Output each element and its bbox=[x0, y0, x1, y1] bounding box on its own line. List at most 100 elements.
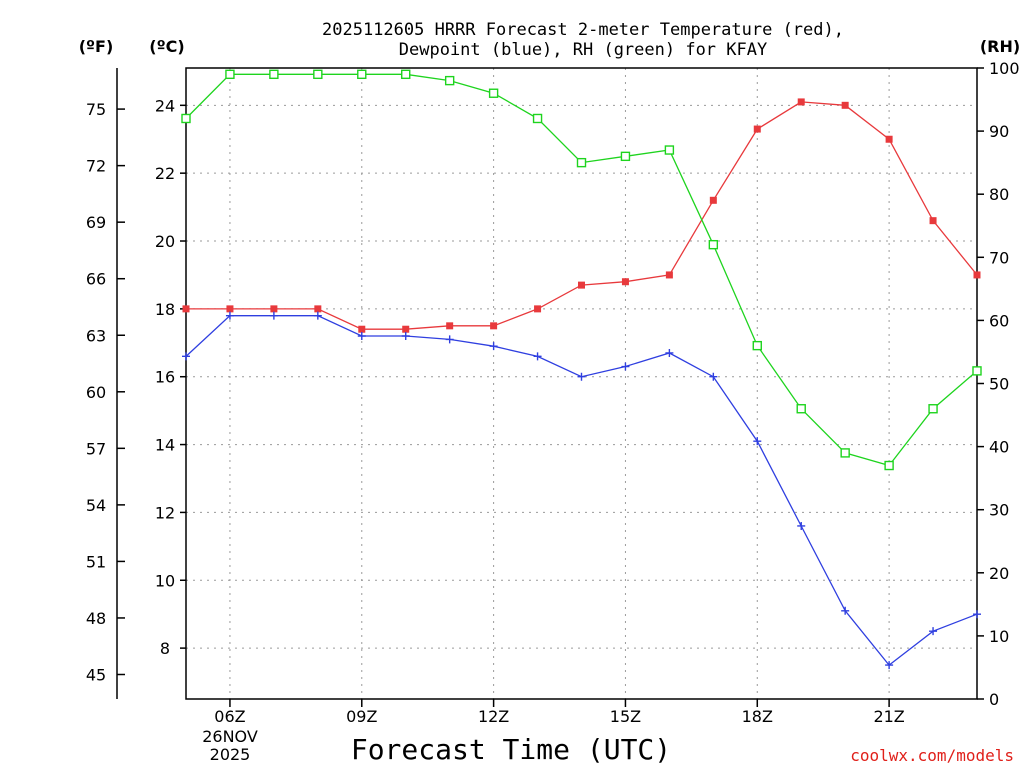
rh-tick-label: 60 bbox=[989, 311, 1009, 330]
x-axis-label: Forecast Time (UTC) bbox=[351, 733, 671, 766]
date-label-year: 2025 bbox=[210, 745, 251, 764]
rh-tick-label: 70 bbox=[989, 248, 1009, 267]
data-series bbox=[181, 69, 982, 670]
temperature-series-line bbox=[186, 101, 978, 330]
dewpoint-point bbox=[489, 342, 498, 351]
chart-title: 2025112605 HRRR Forecast 2-meter Tempera… bbox=[322, 20, 844, 40]
fahrenheit-tick-label: 57 bbox=[86, 439, 106, 458]
x-tick-label: 12Z bbox=[478, 707, 509, 726]
fahrenheit-tick-label: 66 bbox=[86, 270, 106, 289]
dewpoint-point bbox=[577, 372, 586, 381]
rh-tick-label: 40 bbox=[989, 438, 1009, 457]
temperature-point bbox=[402, 325, 410, 333]
dewpoint-series-line bbox=[185, 315, 978, 667]
temperature-point bbox=[665, 271, 673, 279]
fahrenheit-tick-label: 48 bbox=[86, 609, 106, 628]
dewpoint-point bbox=[665, 348, 674, 357]
fahrenheit-tick-label: 60 bbox=[86, 383, 106, 402]
rh-tick-label: 100 bbox=[989, 59, 1020, 78]
celsius-tick-label: 14 bbox=[155, 436, 175, 455]
rh-point bbox=[840, 448, 850, 458]
fahrenheit-tick-label: 54 bbox=[86, 496, 106, 515]
temperature-point bbox=[929, 217, 937, 225]
fahrenheit-unit-label: (ºF) bbox=[79, 37, 114, 56]
rh-tick-label: 30 bbox=[989, 501, 1009, 520]
temperature-point bbox=[446, 322, 454, 330]
rh-point bbox=[269, 69, 279, 80]
rh-point bbox=[708, 239, 719, 250]
temperature-point bbox=[182, 305, 190, 313]
rh-tick-label: 80 bbox=[989, 185, 1009, 204]
temperature-point bbox=[270, 305, 278, 313]
dewpoint-point bbox=[182, 352, 190, 361]
x-tick-label: 18Z bbox=[742, 707, 773, 726]
rh-point bbox=[444, 75, 455, 86]
rh-point bbox=[576, 157, 587, 168]
dewpoint-point bbox=[973, 610, 981, 619]
x-tick-label: 21Z bbox=[873, 707, 904, 726]
rh-point bbox=[928, 404, 938, 414]
dewpoint-point bbox=[709, 372, 718, 381]
temperature-point bbox=[621, 278, 629, 286]
celsius-tick-label: 12 bbox=[155, 503, 175, 522]
rh-tick-label: 10 bbox=[989, 627, 1009, 646]
dewpoint-point bbox=[885, 661, 894, 670]
dewpoint-point bbox=[313, 311, 322, 320]
temperature-point bbox=[578, 281, 585, 289]
temperature-point bbox=[534, 305, 542, 313]
celsius-tick-label: 10 bbox=[155, 571, 175, 590]
temperature-point bbox=[753, 125, 761, 133]
celsius-tick-label: 16 bbox=[155, 368, 175, 387]
rh-point bbox=[532, 113, 543, 124]
dewpoint-point bbox=[401, 332, 410, 341]
rh-tick-label: 0 bbox=[989, 690, 999, 709]
celsius-tick-label: 18 bbox=[155, 300, 175, 319]
x-tick-label: 09Z bbox=[346, 707, 377, 726]
dewpoint-point bbox=[533, 352, 542, 361]
dewpoint-point bbox=[929, 627, 938, 636]
rh-point bbox=[796, 404, 806, 414]
dewpoint-point bbox=[797, 521, 806, 530]
rh-series-line bbox=[185, 73, 978, 467]
fahrenheit-tick-label: 75 bbox=[86, 100, 106, 119]
rh-point bbox=[488, 88, 499, 98]
celsius-tick-label: 24 bbox=[155, 96, 175, 115]
rh-point bbox=[664, 145, 675, 155]
temperature-point bbox=[314, 305, 322, 313]
temperature-point bbox=[358, 325, 366, 333]
rh-point bbox=[181, 113, 191, 124]
celsius-tick-label: 22 bbox=[155, 164, 175, 183]
chart-subtitle: Dewpoint (blue), RH (green) for KFAY bbox=[399, 40, 767, 60]
rh-point bbox=[972, 366, 982, 376]
dewpoint-point bbox=[357, 332, 366, 341]
credit-label: coolwx.com/models bbox=[850, 746, 1014, 765]
dewpoint-point bbox=[621, 362, 630, 371]
celsius-tick-label: 20 bbox=[155, 232, 175, 251]
rh-tick-label: 90 bbox=[989, 122, 1009, 141]
rh-point bbox=[620, 151, 631, 162]
dewpoint-point bbox=[753, 437, 762, 446]
rh-tick-label: 50 bbox=[989, 375, 1009, 394]
rh-point bbox=[401, 69, 411, 80]
temperature-point bbox=[490, 322, 498, 330]
rh-tick-label: 20 bbox=[989, 564, 1009, 583]
temperature-point bbox=[226, 305, 234, 313]
fahrenheit-tick-label: 45 bbox=[86, 665, 106, 684]
fahrenheit-tick-label: 63 bbox=[86, 326, 106, 345]
dewpoint-point bbox=[445, 335, 454, 344]
fahrenheit-tick-label: 69 bbox=[86, 213, 106, 232]
rh-point bbox=[313, 69, 323, 80]
celsius-unit-label: (ºC) bbox=[149, 37, 184, 56]
temperature-point bbox=[885, 135, 893, 143]
x-tick-label: 06Z bbox=[214, 707, 245, 726]
dewpoint-point bbox=[269, 311, 278, 320]
rh-unit-label: (RH) bbox=[980, 37, 1020, 56]
rh-point bbox=[752, 340, 762, 351]
celsius-tick-label: 8 bbox=[160, 639, 170, 658]
temperature-point bbox=[709, 196, 717, 204]
temperature-point bbox=[841, 101, 849, 109]
rh-point bbox=[225, 69, 235, 80]
fahrenheit-tick-label: 72 bbox=[86, 157, 106, 176]
fahrenheit-tick-label: 51 bbox=[86, 552, 106, 571]
